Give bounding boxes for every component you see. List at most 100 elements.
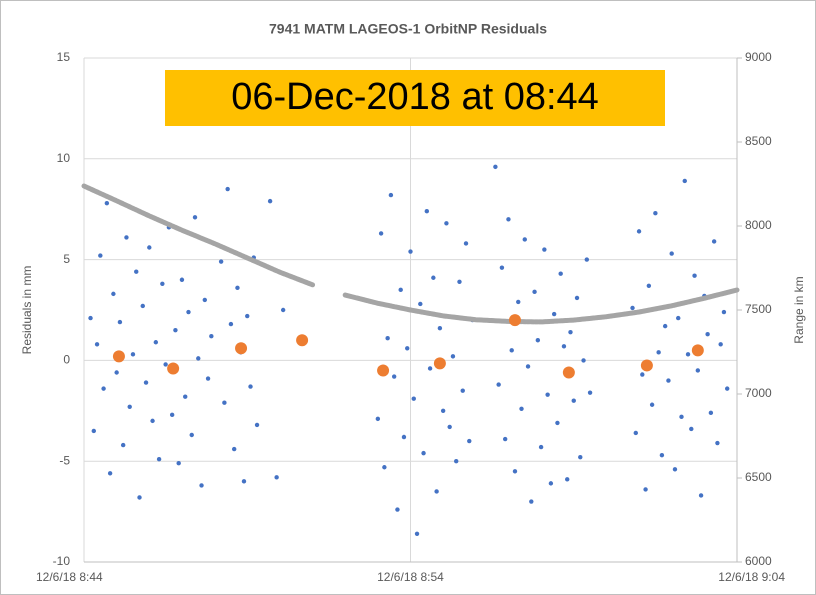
y-tick-label: 10 — [57, 151, 71, 165]
residual-point — [516, 299, 521, 305]
normal-point — [167, 362, 180, 375]
residual-point — [587, 390, 593, 395]
residual-point — [542, 247, 547, 252]
residual-point — [411, 396, 416, 401]
residual-point — [225, 186, 230, 192]
residual-point — [676, 315, 681, 321]
residual-point — [218, 259, 224, 264]
residual-point — [463, 241, 469, 246]
y-tick-label: 5 — [63, 252, 70, 266]
residual-point — [656, 350, 661, 355]
residual-point — [202, 297, 208, 303]
y-tick-label: -5 — [59, 453, 70, 467]
residual-point — [669, 251, 674, 256]
residual-point — [405, 346, 410, 351]
residual-point — [134, 269, 139, 274]
annotation-box — [165, 70, 665, 126]
residual-point — [130, 352, 136, 357]
residual-point — [150, 418, 155, 424]
residual-point — [163, 362, 168, 367]
residual-point — [522, 237, 527, 242]
residual-point — [454, 459, 459, 464]
residual-point — [653, 211, 658, 216]
residual-point — [199, 483, 204, 488]
y-tick-label: -10 — [53, 554, 71, 568]
residual-point — [506, 217, 511, 222]
x-tick-label: 12/6/18 8:44 — [36, 570, 103, 584]
residual-point — [427, 366, 433, 371]
residual-point — [457, 279, 462, 284]
y-tick-label: 15 — [57, 50, 71, 64]
residual-point — [137, 495, 142, 500]
residual-point — [548, 481, 554, 486]
residual-point — [156, 456, 162, 462]
residual-point — [401, 434, 407, 440]
residual-point — [643, 487, 648, 492]
residual-point — [640, 372, 645, 377]
residual-point — [205, 376, 211, 381]
residual-point — [431, 275, 436, 280]
marks — [81, 164, 740, 536]
residual-point — [104, 200, 110, 206]
residual-point — [147, 245, 152, 250]
residual-point — [222, 400, 227, 405]
residual-point — [581, 358, 586, 363]
residual-point — [708, 410, 714, 416]
residual-point — [388, 192, 394, 198]
residual-point — [434, 489, 439, 494]
residual-point — [666, 378, 671, 383]
range-line — [81, 183, 740, 325]
residual-point — [685, 352, 691, 357]
x-tick-label: 12/6/18 8:54 — [377, 570, 444, 584]
residual-point — [189, 432, 194, 438]
residual-point — [440, 408, 446, 413]
residual-point — [692, 273, 697, 278]
residual-point — [235, 285, 240, 291]
residual-point — [460, 388, 465, 393]
residual-point — [535, 338, 541, 343]
residual-point — [231, 446, 237, 452]
residual-point — [179, 277, 185, 282]
residual-point — [519, 406, 524, 411]
residual-point — [499, 265, 505, 270]
residual-point — [173, 327, 178, 333]
residual-point — [111, 291, 116, 297]
residual-point — [114, 370, 119, 375]
residual-point — [228, 321, 234, 327]
residual-point — [532, 289, 537, 295]
residual-point — [245, 313, 250, 319]
residual-point — [646, 283, 652, 289]
residual-point — [385, 336, 390, 341]
residual-point — [447, 424, 452, 430]
y2-tick-label: 8000 — [745, 218, 772, 232]
residual-point — [679, 414, 684, 420]
y2-tick-label: 6000 — [745, 554, 772, 568]
residual-point — [444, 221, 449, 226]
residual-point — [391, 374, 397, 379]
residual-point — [414, 531, 420, 536]
residual-point — [630, 305, 635, 311]
residual-point — [551, 311, 557, 317]
y2-tick-label: 9000 — [745, 50, 772, 64]
residual-point — [424, 209, 430, 214]
x-tick-label: 12/6/18 9:04 — [718, 570, 785, 584]
residual-point — [502, 436, 508, 442]
residual-point — [209, 334, 214, 339]
residual-point — [538, 444, 544, 450]
residual-point — [382, 465, 387, 470]
residual-point — [421, 450, 426, 456]
residual-point — [127, 404, 132, 409]
residual-point — [705, 331, 710, 337]
residual-point — [375, 416, 381, 422]
residual-point — [176, 461, 181, 466]
chart-title: 7941 MATM LAGEOS-1 OrbitNP Residuals — [269, 21, 547, 37]
residual-point — [561, 344, 567, 349]
residual-point — [153, 340, 159, 345]
residual-point — [718, 342, 723, 347]
residual-point — [107, 471, 113, 476]
residual-point — [512, 469, 518, 474]
residual-point — [248, 384, 253, 389]
residual-point — [169, 412, 175, 418]
residual-point — [88, 315, 93, 321]
